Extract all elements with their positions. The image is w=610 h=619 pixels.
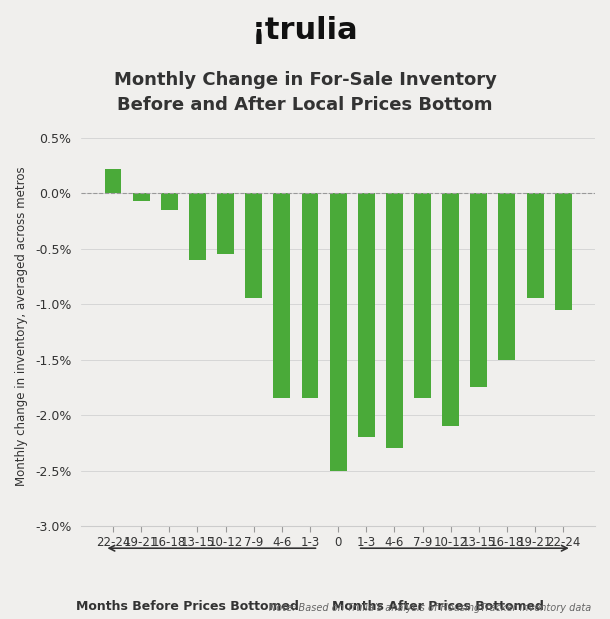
Bar <box>273 193 290 399</box>
Text: Monthly Change in For-Sale Inventory: Monthly Change in For-Sale Inventory <box>113 71 497 90</box>
Text: Months Before Prices Bottomed: Months Before Prices Bottomed <box>76 600 299 613</box>
Bar <box>414 193 431 399</box>
Bar <box>104 168 121 193</box>
Bar <box>470 193 487 387</box>
Bar <box>189 193 206 259</box>
Bar <box>526 193 544 298</box>
Bar <box>498 193 515 360</box>
Bar <box>161 193 178 210</box>
Bar <box>554 193 572 310</box>
Bar <box>358 193 375 437</box>
Bar <box>132 193 149 201</box>
Y-axis label: Monthly change in inventory, averaged across metros: Monthly change in inventory, averaged ac… <box>15 167 28 486</box>
Text: ¡trulia: ¡trulia <box>252 17 358 45</box>
Bar <box>329 193 346 470</box>
Text: Before and After Local Prices Bottom: Before and After Local Prices Bottom <box>117 96 493 115</box>
Bar <box>442 193 459 426</box>
Bar <box>217 193 234 254</box>
Bar <box>301 193 318 399</box>
Text: Note: Based on Trulia’s analysis of HousingTracker inventory data: Note: Based on Trulia’s analysis of Hous… <box>270 603 592 613</box>
Bar <box>245 193 262 298</box>
Text: Months After Prices Bottomed: Months After Prices Bottomed <box>332 600 544 613</box>
Bar <box>386 193 403 448</box>
